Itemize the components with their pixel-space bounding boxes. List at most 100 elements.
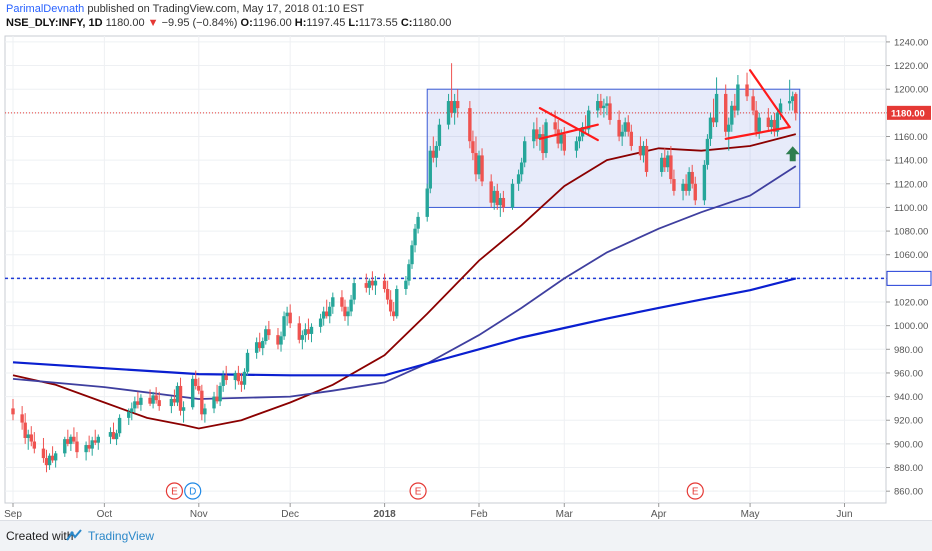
candle-body xyxy=(194,378,198,386)
candle-body xyxy=(778,103,783,113)
candle-body xyxy=(623,122,627,132)
candle-body xyxy=(90,440,94,449)
candle-body xyxy=(20,414,24,423)
candle-body xyxy=(416,216,420,229)
candle-body xyxy=(108,432,113,437)
price-change: −9.95 (−0.84%) xyxy=(161,17,238,29)
event-marker-label: D xyxy=(189,487,196,498)
candle-body xyxy=(29,434,33,442)
moving-average-line xyxy=(12,277,797,377)
candle-body xyxy=(47,455,52,466)
x-tick-label: Mar xyxy=(556,509,574,520)
candle-body xyxy=(455,101,460,109)
candle-body xyxy=(254,342,259,353)
event-marker xyxy=(165,482,184,500)
candle-body xyxy=(477,155,481,175)
candle-body xyxy=(84,445,88,453)
y-tick-label: 1220.00 xyxy=(894,61,928,72)
candle-body xyxy=(279,336,283,345)
open-label: O: xyxy=(240,17,253,29)
candle-body xyxy=(300,335,305,340)
candle-body xyxy=(708,117,713,139)
candle-body xyxy=(626,122,630,132)
y-tick-label: 1120.00 xyxy=(894,179,928,190)
last-price-badge-label: 1180.00 xyxy=(891,108,925,119)
candle-body xyxy=(693,183,697,201)
candle-body xyxy=(370,280,375,286)
y-tick-label: 1140.00 xyxy=(894,156,928,167)
candle-body xyxy=(724,93,728,132)
candle-body xyxy=(449,101,454,113)
candle-body xyxy=(200,390,204,415)
candle-body xyxy=(212,396,216,409)
candle-body xyxy=(385,289,390,300)
candle-body xyxy=(577,136,582,142)
candle-body xyxy=(72,436,76,442)
candle-body xyxy=(711,117,716,123)
candle-body xyxy=(775,112,780,132)
candle-body xyxy=(215,396,219,402)
y-tick-label: 980.00 xyxy=(894,345,923,356)
tradingview-logo-icon[interactable] xyxy=(66,528,82,542)
candle-body xyxy=(395,289,399,317)
candle-body xyxy=(127,411,131,418)
candle-body xyxy=(303,329,308,336)
candle-body xyxy=(510,183,515,208)
candle-body xyxy=(480,155,484,182)
candle-body xyxy=(586,110,591,130)
candle-body xyxy=(599,101,603,109)
candle-body xyxy=(733,105,737,111)
candle-body xyxy=(617,119,621,137)
candle-body xyxy=(321,311,326,319)
candle-body xyxy=(349,299,353,312)
event-marker-label: E xyxy=(171,487,178,498)
candle-body xyxy=(261,341,265,349)
candle-body xyxy=(754,110,758,132)
candle-body xyxy=(203,408,207,415)
y-tick-label: 960.00 xyxy=(894,368,923,379)
candle-body xyxy=(431,150,436,158)
candle-body xyxy=(541,134,545,154)
candle-body xyxy=(791,96,795,102)
candle-body xyxy=(736,84,740,111)
candle-body xyxy=(553,122,557,130)
y-tick-label: 1100.00 xyxy=(894,203,928,214)
candle-body xyxy=(343,306,347,317)
candle-body xyxy=(727,124,731,132)
footer: Created with TradingView xyxy=(0,520,932,551)
candle-body xyxy=(346,311,350,317)
candle-body xyxy=(596,101,600,111)
candle-body xyxy=(644,145,649,172)
price-chart[interactable]: 860.00 880.00 900.00 920.00 940.00 960.00 980.… xyxy=(0,0,932,520)
candle-body xyxy=(242,371,247,385)
candle-body xyxy=(136,401,140,405)
candle-body xyxy=(702,164,707,201)
candle-body xyxy=(437,124,442,146)
candle-body xyxy=(407,264,411,281)
candle-body xyxy=(681,183,685,191)
candle-body xyxy=(236,372,241,382)
tradingview-brand[interactable]: TradingView xyxy=(88,529,155,543)
x-tick-label: Jun xyxy=(836,509,852,520)
y-tick-label: 1200.00 xyxy=(894,85,928,96)
close-value: 1180.00 xyxy=(412,17,452,29)
symbol-label[interactable]: NSE_DLY:INFY, 1D xyxy=(6,17,103,29)
publish-line: ParimalDevnath published on TradingView.… xyxy=(6,2,906,16)
x-tick-label: Oct xyxy=(97,509,113,520)
candle-body xyxy=(538,134,542,139)
candle-body xyxy=(522,141,527,163)
author-link[interactable]: ParimalDevnath xyxy=(6,3,85,15)
candle-body xyxy=(318,318,323,327)
candle-body xyxy=(154,395,158,401)
y-tick-label: 1060.00 xyxy=(894,250,928,261)
candle-body xyxy=(41,448,46,459)
candle-body xyxy=(446,101,451,125)
candle-body xyxy=(172,398,177,403)
candle-body xyxy=(388,299,393,312)
candle-body xyxy=(32,441,37,449)
candle-body xyxy=(556,129,560,144)
high-label: H: xyxy=(294,17,307,29)
candle-body xyxy=(297,323,302,340)
candle-body xyxy=(772,119,777,132)
candle-body xyxy=(669,155,673,180)
